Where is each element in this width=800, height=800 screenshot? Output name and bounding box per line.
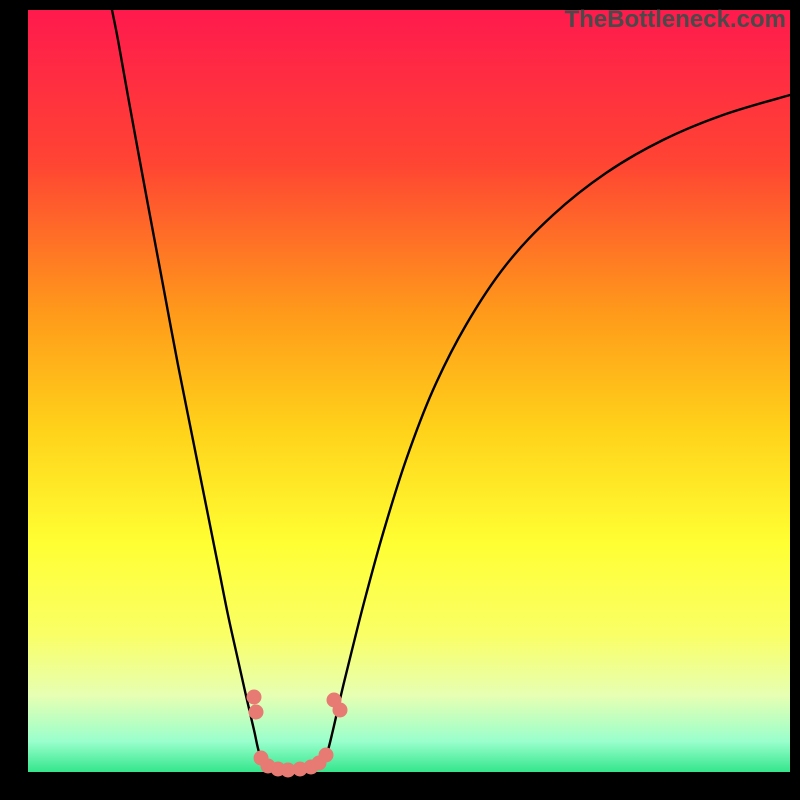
- plot-background: [28, 10, 790, 772]
- data-marker: [333, 703, 347, 717]
- data-marker: [319, 748, 333, 762]
- data-marker: [247, 690, 261, 704]
- data-marker: [249, 705, 263, 719]
- chart-frame: TheBottleneck.com: [0, 0, 800, 800]
- watermark-text: TheBottleneck.com: [565, 6, 786, 34]
- chart-svg: [0, 0, 800, 800]
